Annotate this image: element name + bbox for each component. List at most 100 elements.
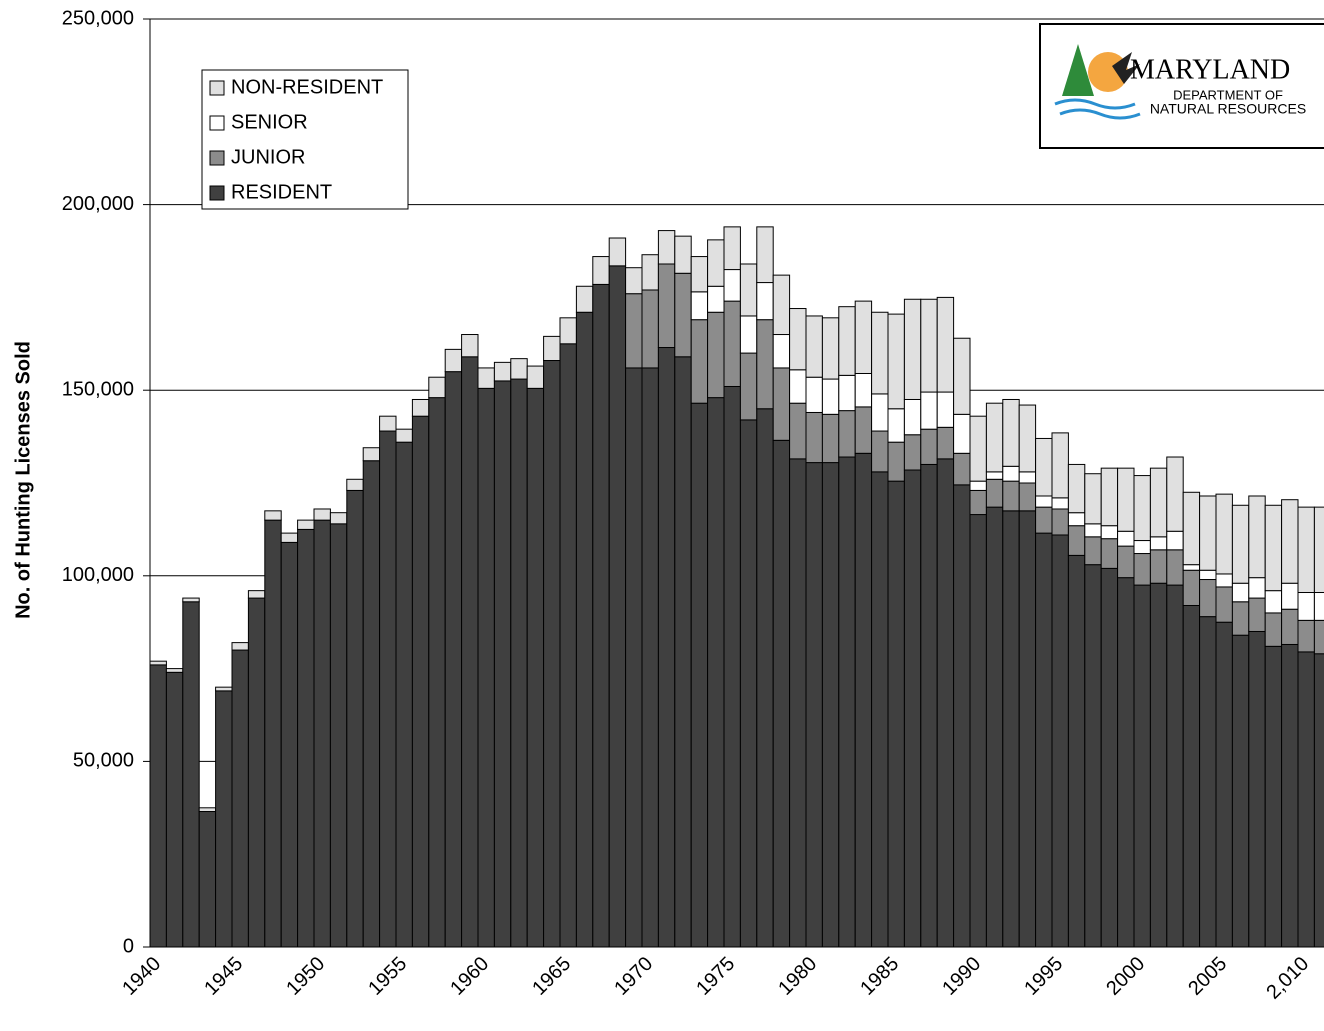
bar-segment: [985, 478, 1004, 508]
bar-segment: [1166, 456, 1184, 532]
legend-label: SENIOR: [231, 111, 308, 133]
bar-segment: [789, 369, 807, 404]
bar-segment: [1166, 530, 1184, 551]
bar-segment: [985, 402, 1004, 473]
bar-segment: [625, 267, 643, 295]
bar-segment: [1166, 549, 1184, 586]
bar-segment: [1117, 577, 1135, 948]
x-tick-label: 1970: [610, 953, 657, 1000]
bar-segment: [1231, 601, 1250, 636]
bar-segment: [1149, 467, 1168, 538]
bar-segment: [871, 311, 889, 395]
bar-segment: [1182, 564, 1201, 571]
bar-segment: [1002, 510, 1020, 948]
bar-segment: [838, 374, 856, 412]
bar-segment: [707, 239, 725, 287]
bar-segment: [789, 402, 807, 460]
bar-segment: [329, 512, 348, 525]
bar-segment: [805, 411, 823, 464]
bar-segment: [411, 398, 430, 417]
bar-segment: [1297, 592, 1315, 621]
bar-segment: [953, 484, 971, 948]
legend-swatch: [209, 80, 225, 96]
bar-segment: [838, 410, 856, 458]
bar-segment: [1248, 577, 1266, 599]
bar-segment: [690, 319, 709, 404]
bar-segment: [444, 371, 463, 948]
bar-segment: [969, 489, 987, 516]
bar-segment: [838, 306, 856, 376]
bar-segment: [1002, 480, 1020, 512]
bar-segment: [592, 256, 610, 285]
bar-segment: [395, 441, 413, 948]
bar-segment: [559, 343, 577, 948]
bar-segment: [805, 315, 823, 378]
bar-segment: [231, 649, 249, 948]
bar-segment: [1002, 465, 1020, 482]
bar-segment: [247, 590, 266, 599]
bar-segment: [690, 402, 709, 948]
bar-segment: [1084, 536, 1102, 566]
bar-segment: [1100, 567, 1119, 948]
bar-segment: [871, 430, 889, 473]
bar-segment: [936, 426, 955, 460]
bar-segment: [428, 376, 446, 399]
bar-segment: [1264, 645, 1283, 948]
bar-segment: [723, 300, 741, 387]
bar-segment: [821, 317, 840, 380]
bar-segment: [641, 254, 659, 291]
bar-segment: [625, 367, 643, 948]
bar-segment: [379, 430, 397, 948]
bar-segment: [1018, 471, 1037, 484]
bar-segment: [707, 285, 725, 313]
bar-segment: [1297, 506, 1315, 594]
bar-segment: [1264, 504, 1283, 592]
bar-segment: [871, 471, 889, 948]
y-axis-label: No. of Hunting Licenses Sold: [12, 341, 34, 619]
bar-segment: [608, 237, 627, 267]
bar-segment: [739, 419, 758, 948]
bar-segment: [953, 337, 971, 415]
bar-segment: [395, 428, 413, 443]
legend-label: NON-RESIDENT: [231, 76, 383, 98]
bar-segment: [1051, 497, 1069, 510]
bar-segment: [1231, 634, 1250, 948]
bar-segment: [936, 458, 955, 948]
x-tick-label: 2005: [1184, 953, 1231, 1000]
bar-segment: [756, 408, 774, 948]
bar-segment: [1264, 590, 1283, 614]
bar-segment: [1051, 534, 1069, 948]
bar-segment: [739, 352, 758, 421]
bar-segment: [1297, 651, 1315, 948]
bar-segment: [297, 519, 315, 530]
bar-segment: [575, 311, 594, 948]
bar-segment: [461, 356, 479, 948]
bar-segment: [1018, 404, 1037, 473]
bar-segment: [641, 367, 659, 948]
bar-segment: [543, 335, 561, 362]
bar-segment: [657, 230, 676, 265]
bar-segment: [510, 358, 528, 380]
bar-segment: [969, 480, 987, 491]
bar-segment: [362, 447, 381, 462]
bar-segment: [1182, 491, 1201, 566]
bar-segment: [739, 315, 758, 354]
bar-segment: [1231, 582, 1250, 603]
bar-segment: [821, 378, 840, 415]
bar-segment: [444, 348, 463, 373]
bar-segment: [756, 319, 774, 410]
bar-segment: [215, 690, 233, 948]
x-tick-label: 1990: [938, 953, 985, 1000]
bar-segment: [1297, 619, 1315, 653]
bar-segment: [854, 452, 873, 948]
bar-segment: [723, 226, 741, 271]
plot-area: 0 50,000 100,000 150,000 200,000 250,000 1940 1…: [62, 7, 1324, 1004]
bar-segment: [1084, 473, 1102, 525]
x-tick-label: 1975: [692, 953, 739, 1000]
bar-segment: [1248, 597, 1266, 632]
bar-segment: [1067, 554, 1086, 948]
x-tick-label: 1980: [774, 953, 821, 1000]
logo-tree: [1062, 44, 1094, 96]
bar-segment: [854, 372, 873, 408]
bar-segment: [1231, 504, 1250, 584]
